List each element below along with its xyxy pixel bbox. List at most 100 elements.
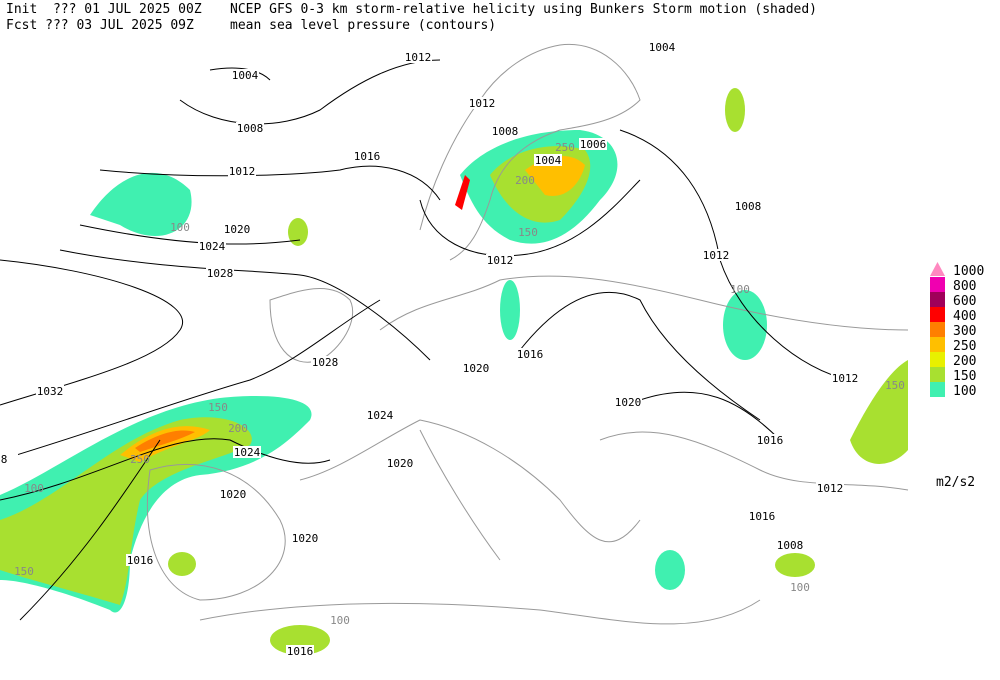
- label-bg: [198, 240, 226, 252]
- legend-label: 600: [953, 294, 976, 309]
- label-bg: [491, 125, 519, 137]
- label-bg: [516, 348, 544, 360]
- isobar-label: 1020: [220, 488, 247, 501]
- label-bg: [816, 482, 844, 494]
- isobar-label: 1012: [487, 254, 514, 267]
- isobar-label: 1012: [817, 482, 844, 495]
- label-bg: [228, 165, 256, 177]
- label-bg: [486, 254, 514, 266]
- isobar-label: 1008: [735, 200, 762, 213]
- label-bg: [219, 488, 247, 500]
- helicity-label: 100: [330, 614, 350, 627]
- helicity-label: 150: [208, 401, 228, 414]
- label-bg: [311, 356, 339, 368]
- isobar-label: 1008: [492, 125, 519, 138]
- helicity-label: 150: [518, 226, 538, 239]
- legend-unit: m2/s2: [936, 475, 975, 490]
- label-bg: [233, 446, 261, 458]
- isobar-label: 1012: [703, 249, 730, 262]
- label-bg: [462, 362, 490, 374]
- isobar-label: 1006: [580, 138, 607, 151]
- isobar-label: 1016: [517, 348, 544, 361]
- helicity-label: 100: [730, 283, 750, 296]
- helicity-label: 100: [24, 482, 44, 495]
- label-bg: [702, 249, 730, 261]
- label-bg: [386, 457, 414, 469]
- label-bg: [831, 372, 859, 384]
- legend-swatch: [930, 367, 945, 382]
- legend-label: 400: [953, 309, 976, 324]
- subtitle: mean sea level pressure (contours): [230, 18, 496, 33]
- helicity-label: 100: [790, 581, 810, 594]
- isobar-label: 1016: [127, 554, 154, 567]
- label-bg: [236, 122, 264, 134]
- legend-label: 200: [953, 354, 976, 369]
- label-bg: [126, 554, 154, 566]
- isobar-label: 1024: [199, 240, 226, 253]
- label-bg: [648, 41, 676, 53]
- label-bg: [468, 97, 496, 109]
- helicity-label: 100: [170, 221, 190, 234]
- isobar-label: 1020: [387, 457, 414, 470]
- label-bg: [0, 453, 18, 465]
- isobar-label: 1020: [292, 532, 319, 545]
- helicity-label: 250: [555, 141, 575, 154]
- helicity-label: 150: [14, 565, 34, 578]
- isobar-label: 1004: [232, 69, 259, 82]
- title: NCEP GFS 0-3 km storm-relative helicity …: [230, 2, 817, 17]
- fcst-line: Fcst ??? 03 JUL 2025 09Z: [6, 18, 194, 33]
- isobar-label: 1004: [535, 154, 562, 167]
- labels: 1004101210081012101610201024102810321028…: [0, 41, 905, 658]
- isobar-label: 1024: [234, 446, 261, 459]
- isobar-label: 1032: [37, 385, 64, 398]
- helicity-label: 250: [130, 453, 150, 466]
- label-bg: [231, 69, 259, 81]
- label-bg: [776, 539, 804, 551]
- isobar-label: 1024: [367, 409, 394, 422]
- coastlines: [146, 43, 909, 625]
- legend-swatch: [930, 352, 945, 367]
- legend-swatch: [930, 262, 945, 276]
- isobar-label: 1012: [229, 165, 256, 178]
- label-bg: [286, 645, 314, 657]
- isobar-label: 1020: [615, 396, 642, 409]
- legend-label: 250: [953, 339, 976, 354]
- legend-swatch: [930, 382, 945, 397]
- label-bg: [756, 434, 784, 446]
- label-bg: [353, 150, 381, 162]
- isobar-label: 1008: [777, 539, 804, 552]
- label-bg: [404, 51, 432, 63]
- legend-label: 800: [953, 279, 976, 294]
- legend-swatch: [930, 292, 945, 307]
- legend-swatch: [930, 277, 945, 292]
- legend-label: 150: [953, 369, 976, 384]
- isobar-label: 8: [1, 453, 8, 466]
- isobar-label: 1016: [287, 645, 314, 658]
- label-bg: [748, 510, 776, 522]
- legend-swatch: [930, 322, 945, 337]
- label-bg: [366, 409, 394, 421]
- label-bg: [734, 200, 762, 212]
- isobar-label: 1012: [832, 372, 859, 385]
- isobar-label: 1016: [749, 510, 776, 523]
- isobar-label: 1004: [649, 41, 676, 54]
- label-bg: [291, 532, 319, 544]
- label-bg: [579, 138, 607, 150]
- isobar-label: 1016: [354, 150, 381, 163]
- label-bg: [36, 385, 64, 397]
- label-bg: [223, 223, 251, 235]
- isobar-label: 1020: [224, 223, 251, 236]
- legend-label: 1000: [953, 264, 984, 279]
- legend-swatch: [930, 307, 945, 322]
- legend-swatch: [930, 337, 945, 352]
- isobar-label: 1020: [463, 362, 490, 375]
- legend-label: 300: [953, 324, 976, 339]
- legend-label: 100: [953, 384, 976, 399]
- isobar-label: 1012: [469, 97, 496, 110]
- isobar-label: 1008: [237, 122, 264, 135]
- init-line: Init ??? 01 JUL 2025 00Z: [6, 2, 202, 17]
- helicity-label: 150: [885, 379, 905, 392]
- isobar-label: 1028: [312, 356, 339, 369]
